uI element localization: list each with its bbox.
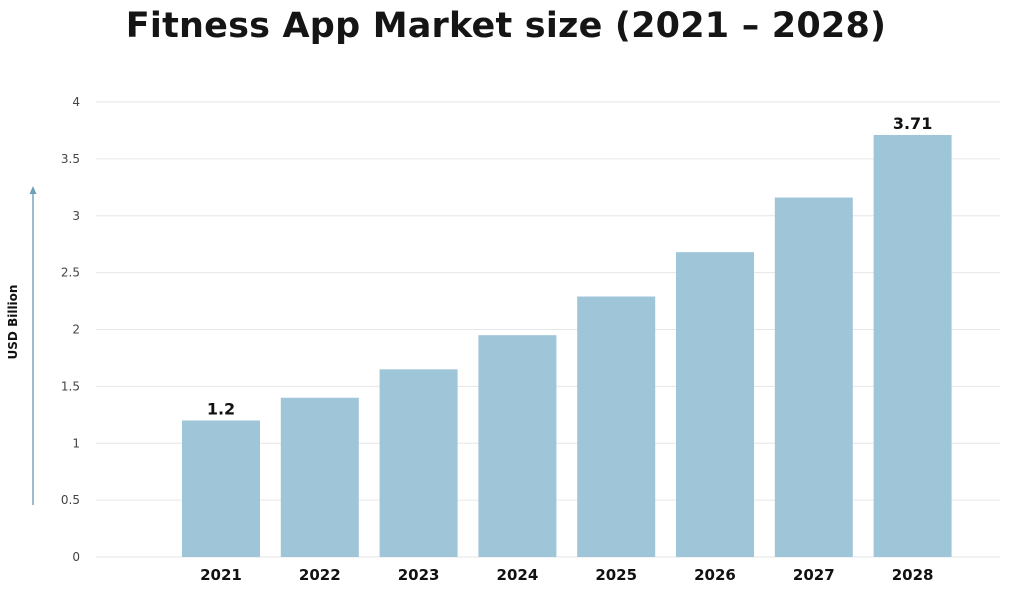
y-axis-arrow-head: [29, 186, 37, 194]
x-tick-label: 2025: [595, 566, 637, 584]
x-tick-label: 2027: [793, 566, 835, 584]
y-tick-label: 2: [72, 323, 80, 337]
y-tick-label: 0.5: [61, 493, 80, 507]
x-axis-ticks: 2021 2022 2023 2024 2025 2026 2027 2028: [200, 566, 933, 584]
x-tick-label: 2024: [497, 566, 539, 584]
y-axis-arrow: [29, 186, 37, 505]
y-tick-label: 4: [72, 95, 80, 109]
x-tick-label: 2023: [398, 566, 440, 584]
data-label-2021: 1.2: [207, 400, 235, 419]
x-tick-label: 2021: [200, 566, 242, 584]
bar-2021: [182, 420, 260, 557]
data-label-2028: 3.71: [893, 114, 932, 133]
y-tick-label: 2.5: [61, 266, 80, 280]
bar-2025: [577, 296, 656, 557]
y-tick-label: 3.5: [61, 152, 80, 166]
bar-2023: [379, 369, 458, 557]
y-tick-label: 3: [72, 209, 80, 223]
bar-2028: [873, 134, 952, 558]
y-tick-label: 1.5: [61, 379, 80, 393]
y-tick-label: 1: [72, 436, 80, 450]
bar-2026: [676, 252, 754, 557]
bar-2024: [478, 335, 557, 557]
y-tick-label: 0: [72, 550, 80, 564]
data-labels: 1.2 3.71: [207, 114, 933, 419]
x-tick-label: 2028: [892, 566, 934, 584]
bar-2022: [280, 397, 359, 557]
bars: [182, 134, 952, 558]
chart-title: Fitness App Market size (2021 – 2028): [125, 6, 887, 46]
x-tick-label: 2026: [694, 566, 736, 584]
bar-2027: [774, 197, 853, 558]
x-tick-label: 2022: [299, 566, 341, 584]
y-axis-ticks: 0 0.5 1 1.5 2 2.5 3 3.5 4: [61, 95, 80, 564]
y-axis-label: USD Billion: [6, 285, 20, 360]
